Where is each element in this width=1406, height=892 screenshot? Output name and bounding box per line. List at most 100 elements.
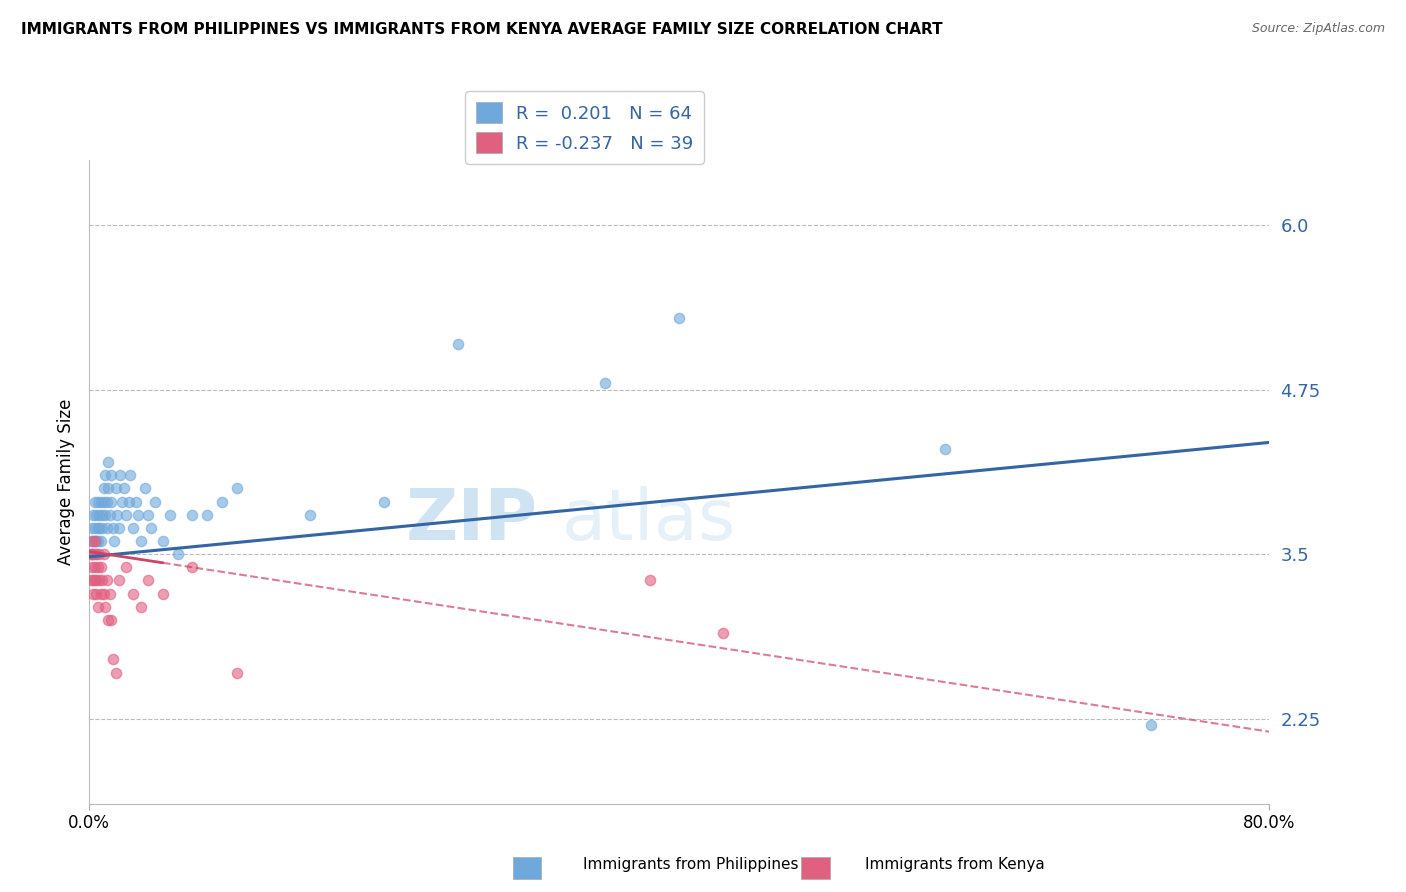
Text: Source: ZipAtlas.com: Source: ZipAtlas.com <box>1251 22 1385 36</box>
Point <box>90 586 112 600</box>
Point <box>101 521 124 535</box>
Point <box>96 494 118 508</box>
Point <box>79 574 101 588</box>
Point <box>104 482 127 496</box>
Point <box>93 586 115 600</box>
Text: ZIP: ZIP <box>405 486 537 555</box>
Point <box>84 534 107 549</box>
Point <box>79 547 101 561</box>
Point <box>100 494 122 508</box>
Point <box>89 574 111 588</box>
Point <box>84 560 107 574</box>
Point <box>84 521 107 535</box>
Point <box>79 547 101 561</box>
Point <box>447 336 470 351</box>
Point <box>114 482 136 496</box>
Point <box>139 521 162 535</box>
Point <box>115 508 138 522</box>
Point <box>97 482 120 496</box>
Point <box>93 547 115 561</box>
Point <box>80 521 103 535</box>
Point <box>97 613 120 627</box>
Point <box>129 534 152 549</box>
Point <box>145 494 167 508</box>
Point <box>86 547 108 561</box>
Point <box>82 586 104 600</box>
Point <box>87 521 110 535</box>
Point <box>86 547 108 561</box>
Point <box>638 574 661 588</box>
Point <box>107 521 129 535</box>
Point <box>84 574 107 588</box>
Point <box>90 560 112 574</box>
Point <box>86 586 108 600</box>
Point <box>129 599 152 614</box>
Point <box>93 494 115 508</box>
Point <box>84 534 107 549</box>
Point <box>134 482 156 496</box>
Point <box>98 586 121 600</box>
Point <box>373 494 395 508</box>
Point <box>100 468 122 483</box>
Point <box>82 547 104 561</box>
Point <box>211 494 233 508</box>
Point <box>152 586 174 600</box>
Point <box>80 534 103 549</box>
Point <box>82 547 104 561</box>
Point <box>82 508 104 522</box>
Text: Immigrants from Philippines: Immigrants from Philippines <box>583 857 799 872</box>
Point <box>96 521 118 535</box>
Point <box>84 494 107 508</box>
Point <box>87 534 110 549</box>
Point <box>668 310 690 325</box>
Point <box>225 482 247 496</box>
Point <box>595 376 617 391</box>
Point <box>713 626 735 640</box>
Point <box>159 508 181 522</box>
Point <box>90 534 112 549</box>
Point <box>195 508 218 522</box>
Point <box>93 482 115 496</box>
Point <box>94 508 117 522</box>
Point <box>80 534 103 549</box>
Point <box>103 534 125 549</box>
Y-axis label: Average Family Size: Average Family Size <box>58 399 75 565</box>
Point <box>181 560 204 574</box>
Point <box>87 494 110 508</box>
Point <box>87 599 110 614</box>
Point <box>122 521 145 535</box>
Point <box>166 547 188 561</box>
Point <box>118 494 141 508</box>
Point <box>934 442 956 456</box>
Point <box>86 534 108 549</box>
Point <box>89 521 111 535</box>
Point <box>96 574 118 588</box>
Point <box>80 560 103 574</box>
Point <box>104 665 127 680</box>
Point <box>101 652 124 666</box>
Text: atlas: atlas <box>561 486 735 555</box>
Point <box>125 494 148 508</box>
Point <box>94 599 117 614</box>
Point <box>82 574 104 588</box>
Point <box>136 508 159 522</box>
Point <box>91 521 114 535</box>
Point <box>91 508 114 522</box>
Point <box>1140 718 1163 732</box>
Point <box>110 494 132 508</box>
Point <box>107 574 129 588</box>
Point <box>87 560 110 574</box>
Point <box>100 613 122 627</box>
Point <box>97 455 120 469</box>
Point <box>115 560 138 574</box>
Point <box>105 508 128 522</box>
Point <box>136 574 159 588</box>
Point <box>108 468 131 483</box>
Text: Immigrants from Kenya: Immigrants from Kenya <box>865 857 1045 872</box>
Point <box>225 665 247 680</box>
Point <box>120 468 142 483</box>
Point <box>89 508 111 522</box>
Point <box>91 574 114 588</box>
Point <box>98 508 121 522</box>
Point <box>90 494 112 508</box>
